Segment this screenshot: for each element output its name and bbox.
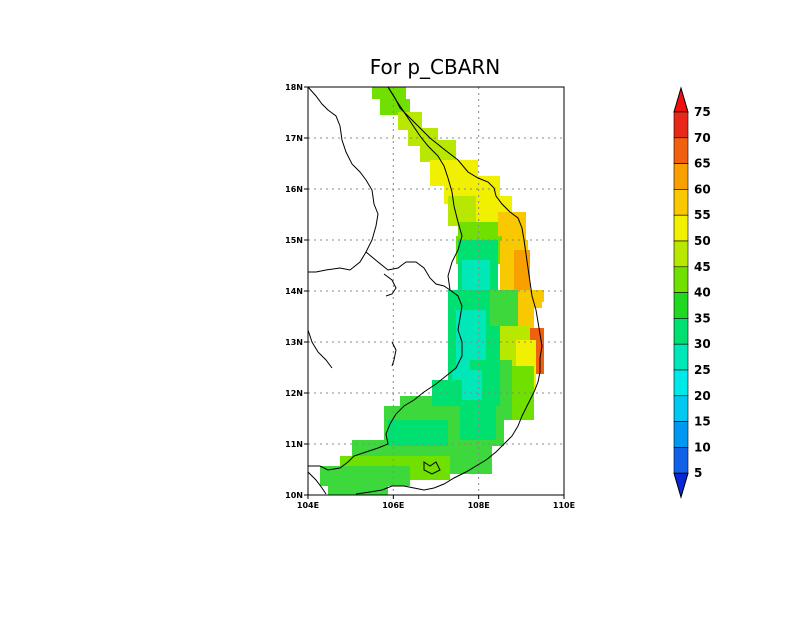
colorbar-swatch: [673, 343, 689, 371]
colorbar-swatch: [673, 421, 689, 448]
data-cells: [320, 87, 544, 495]
colorbar-swatch: [673, 395, 689, 422]
x-tick-label: 106E: [382, 501, 404, 510]
colorbar-label: 10: [694, 440, 711, 454]
colorbar-label: 65: [694, 157, 711, 171]
colorbar-swatch: [673, 369, 689, 397]
y-tick-label: 10N: [285, 491, 303, 500]
data-cell: [490, 290, 518, 326]
y-tick-label: 15N: [285, 236, 303, 245]
islands: [391, 341, 441, 475]
data-cell: [534, 290, 544, 302]
colorbar-swatch: [673, 111, 689, 139]
colorbar-label: 35: [694, 311, 711, 325]
colorbar-swatch: [673, 266, 689, 293]
colorbar-label: 70: [694, 131, 711, 145]
coastline: [307, 86, 543, 495]
colorbar-swatch: [673, 292, 689, 319]
data-cell: [448, 196, 478, 226]
y-tick-label: 18N: [285, 83, 303, 92]
coastline-vietnam: [355, 86, 543, 495]
colorbar: 75 70 65 60 55 50 45 40 35 30 25 20 15 10 5: [673, 86, 711, 499]
colorbar-label: 30: [694, 337, 711, 351]
data-cell: [388, 420, 448, 446]
colorbar-label: 45: [694, 260, 711, 274]
data-cell: [420, 140, 456, 162]
colorbar-swatch: [673, 447, 689, 474]
colorbar-label: 55: [694, 208, 711, 222]
border-laos-vietnam: [387, 86, 463, 291]
colorbar-swatch: [673, 137, 689, 164]
data-cell: [514, 250, 530, 290]
colorbar-label: 40: [694, 286, 711, 300]
map-title: For p_CBARN: [370, 55, 501, 79]
border-laos-thailand: [307, 86, 379, 273]
x-tick-label: 108E: [468, 501, 490, 510]
x-tick-label: 104E: [297, 501, 319, 510]
colorbar-label: 50: [694, 234, 711, 248]
y-tick-label: 12N: [285, 389, 303, 398]
border-cambodia-vietnam: [308, 289, 463, 471]
colorbar-swatch: [673, 189, 689, 216]
coast-southwest: [307, 471, 327, 495]
colorbar-swatch: [673, 240, 689, 268]
colorbar-label: 25: [694, 363, 711, 377]
border-cambodia-thailand: [365, 251, 451, 291]
y-tick-label: 11N: [285, 440, 303, 449]
y-tick-label: 13N: [285, 338, 303, 347]
coast-gulf-thailand: [307, 329, 333, 369]
colorbar-swatch: [673, 214, 689, 242]
colorbar-label: 5: [694, 466, 702, 480]
colorbar-swatch: [673, 163, 689, 190]
colorbar-label: 60: [694, 182, 711, 196]
y-tick-label: 14N: [285, 287, 303, 296]
data-cell: [460, 400, 496, 440]
colorbar-label: 75: [694, 105, 711, 119]
y-tick-label: 16N: [285, 185, 303, 194]
grid-lines: [308, 87, 564, 495]
data-cell: [328, 480, 388, 495]
x-tick-label: 110E: [553, 501, 575, 510]
y-tick-label: 17N: [285, 134, 303, 143]
colorbar-label: 15: [694, 415, 711, 429]
colorbar-low-arrow: [673, 472, 689, 499]
colorbar-high-arrow: [673, 86, 689, 113]
data-cell: [498, 212, 526, 240]
colorbar-swatch: [673, 318, 689, 345]
data-cell: [372, 87, 406, 99]
colorbar-label: 20: [694, 389, 711, 403]
mekong-river: [383, 273, 397, 297]
axis-ticks: 104E 106E 108E 110E 18N 17N 16N 15N 14N 13N 12N 11N…: [285, 83, 575, 510]
